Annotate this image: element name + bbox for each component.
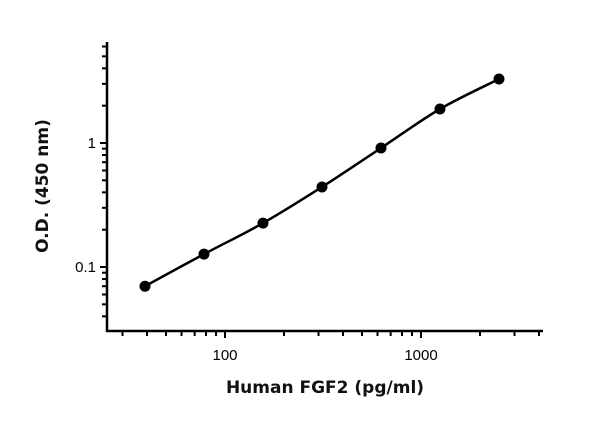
data-point: [434, 103, 446, 115]
data-point: [375, 142, 387, 154]
data-point: [493, 73, 505, 85]
data-point: [316, 181, 328, 193]
data-point: [139, 280, 151, 292]
y-axis: 0.11: [75, 42, 109, 332]
x-tick-label: 1000: [404, 347, 437, 364]
x-tick-label: 100: [212, 347, 237, 364]
y-axis-title: O.D. (450 nm): [33, 119, 53, 253]
data-point: [198, 248, 210, 260]
y-tick-label: 1: [88, 135, 96, 152]
data-points: [139, 73, 505, 292]
y-tick-label: 0.1: [75, 259, 96, 276]
data-point: [257, 217, 269, 229]
x-axis: 100 1000: [106, 329, 543, 364]
x-axis-title: Human FGF2 (pg/ml): [226, 378, 424, 398]
